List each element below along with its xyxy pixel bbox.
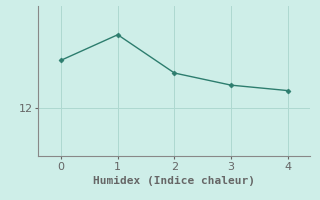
X-axis label: Humidex (Indice chaleur): Humidex (Indice chaleur) [93,176,255,186]
